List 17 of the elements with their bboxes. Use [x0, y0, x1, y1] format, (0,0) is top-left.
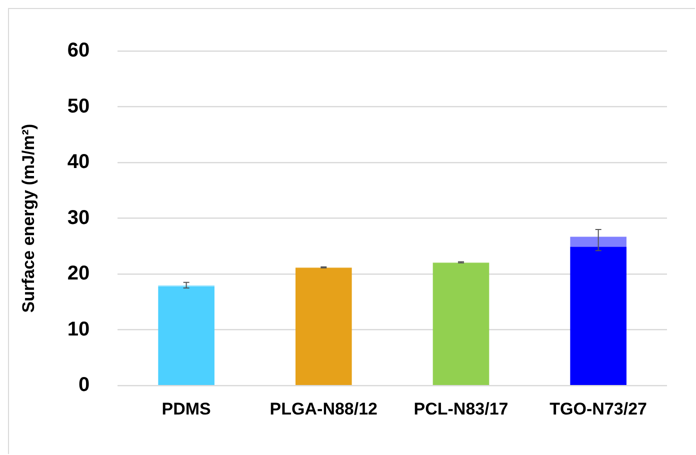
y-tick-label: 50 — [67, 95, 90, 118]
y-tick-label: 30 — [67, 206, 90, 229]
bar — [158, 286, 214, 385]
y-axis-title: Surface energy (mJ/m²) — [18, 124, 38, 313]
x-tick-label: TGO-N73/27 — [550, 399, 647, 418]
y-tick-label: 0 — [78, 374, 90, 396]
bar — [432, 262, 490, 385]
y-tick-label: 40 — [67, 151, 90, 174]
bar — [570, 246, 626, 385]
bar — [296, 268, 352, 385]
bar — [570, 236, 626, 247]
x-tick-label: PCL-N83/17 — [414, 399, 508, 418]
x-tick-label: PDMS — [162, 399, 211, 418]
y-tick-label: 10 — [67, 318, 90, 340]
x-tick-label: PLGA-N88/12 — [270, 399, 378, 418]
y-tick-label: 60 — [67, 40, 90, 62]
y-tick-label: 20 — [67, 262, 90, 285]
